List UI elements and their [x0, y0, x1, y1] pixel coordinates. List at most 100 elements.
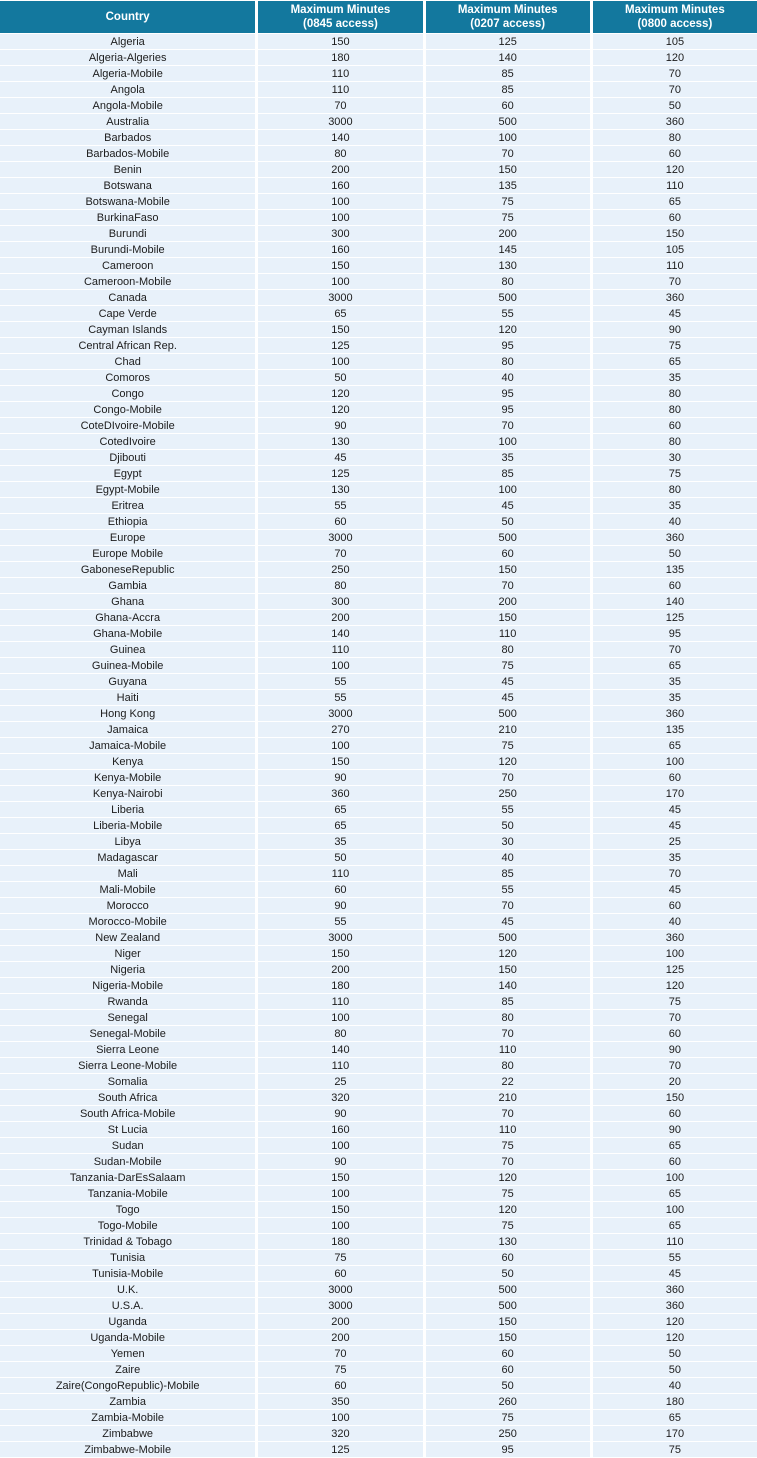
- country-cell: Libya: [0, 834, 256, 850]
- minutes-cell: 130: [255, 482, 423, 498]
- minutes-cell: 35: [255, 834, 423, 850]
- minutes-cell: 260: [422, 1394, 590, 1410]
- minutes-cell: 140: [422, 50, 590, 66]
- table-row: Botswana 160 135 110: [0, 178, 757, 194]
- minutes-cell: 40: [589, 914, 757, 930]
- table-row: Tunisia 75 60 55: [0, 1250, 757, 1266]
- table-row: Europe 3000 500 360: [0, 530, 757, 546]
- column-header-sublabel: (0800 access): [637, 18, 713, 30]
- minutes-cell: 100: [255, 194, 423, 210]
- minutes-cell: 60: [422, 1362, 590, 1378]
- table-header: Country Maximum Minutes (0845 access) Ma…: [0, 0, 757, 34]
- country-cell: Senegal-Mobile: [0, 1026, 256, 1042]
- column-header-0207-access: Maximum Minutes (0207 access): [422, 0, 590, 34]
- minutes-cell: 80: [422, 642, 590, 658]
- table-row: Sierra Leone-Mobile 110 80 70: [0, 1058, 757, 1074]
- minutes-cell: 55: [255, 674, 423, 690]
- minutes-cell: 110: [422, 1042, 590, 1058]
- country-cell: Gambia: [0, 578, 256, 594]
- table-row: Burundi-Mobile 160 145 105: [0, 242, 757, 258]
- table-row: Zaire(CongoRepublic)-Mobile 60 50 40: [0, 1378, 757, 1394]
- table-row: South Africa-Mobile 90 70 60: [0, 1106, 757, 1122]
- country-cell: Sudan: [0, 1138, 256, 1154]
- minutes-cell: 150: [255, 258, 423, 274]
- minutes-cell: 85: [422, 466, 590, 482]
- minutes-cell: 95: [422, 386, 590, 402]
- table-row: South Africa 320 210 150: [0, 1090, 757, 1106]
- minutes-cell: 60: [589, 1026, 757, 1042]
- table-row: Guyana 55 45 35: [0, 674, 757, 690]
- column-header-0800-access: Maximum Minutes (0800 access): [589, 0, 757, 34]
- minutes-cell: 100: [255, 274, 423, 290]
- table-row: Morocco-Mobile 55 45 40: [0, 914, 757, 930]
- minutes-cell: 110: [255, 642, 423, 658]
- minutes-cell: 20: [589, 1074, 757, 1090]
- country-cell: Europe: [0, 530, 256, 546]
- country-cell: Benin: [0, 162, 256, 178]
- table-row: Europe Mobile 70 60 50: [0, 546, 757, 562]
- minutes-cell: 75: [422, 210, 590, 226]
- table-row: Barbados 140 100 80: [0, 130, 757, 146]
- country-cell: Europe Mobile: [0, 546, 256, 562]
- minutes-cell: 140: [589, 594, 757, 610]
- table-row: Senegal 100 80 70: [0, 1010, 757, 1026]
- minutes-cell: 80: [422, 1058, 590, 1074]
- minutes-cell: 3000: [255, 706, 423, 722]
- minutes-cell: 120: [422, 322, 590, 338]
- minutes-cell: 360: [589, 530, 757, 546]
- country-cell: Mali: [0, 866, 256, 882]
- minutes-cell: 45: [589, 802, 757, 818]
- minutes-cell: 3000: [255, 290, 423, 306]
- country-cell: Tanzania-Mobile: [0, 1186, 256, 1202]
- minutes-cell: 55: [589, 1250, 757, 1266]
- minutes-cell: 70: [422, 1154, 590, 1170]
- table-row: Djibouti 45 35 30: [0, 450, 757, 466]
- country-cell: Ghana-Accra: [0, 610, 256, 626]
- minutes-cell: 65: [589, 1186, 757, 1202]
- minutes-cell: 40: [589, 514, 757, 530]
- minutes-cell: 65: [589, 658, 757, 674]
- column-header-country: Country: [0, 0, 256, 34]
- table-row: Nigeria 200 150 125: [0, 962, 757, 978]
- minutes-cell: 75: [589, 466, 757, 482]
- minutes-cell: 90: [589, 1042, 757, 1058]
- table-row: Ethiopia 60 50 40: [0, 514, 757, 530]
- minutes-cell: 130: [422, 1234, 590, 1250]
- table-row: Algeria-Algeries 180 140 120: [0, 50, 757, 66]
- table-row: Cameroon 150 130 110: [0, 258, 757, 274]
- minutes-cell: 30: [422, 834, 590, 850]
- column-header-label: Maximum Minutes: [457, 3, 558, 16]
- minutes-cell: 60: [589, 898, 757, 914]
- country-cell: Haiti: [0, 690, 256, 706]
- table-row: Australia 3000 500 360: [0, 114, 757, 130]
- table-row: Kenya-Mobile 90 70 60: [0, 770, 757, 786]
- country-cell: Somalia: [0, 1074, 256, 1090]
- minutes-cell: 100: [255, 210, 423, 226]
- table-row: Benin 200 150 120: [0, 162, 757, 178]
- minutes-cell: 75: [422, 738, 590, 754]
- minutes-cell: 360: [589, 1282, 757, 1298]
- table-row: Chad 100 80 65: [0, 354, 757, 370]
- minutes-cell: 80: [422, 1010, 590, 1026]
- minutes-cell: 60: [255, 1266, 423, 1282]
- minutes-cell: 70: [589, 642, 757, 658]
- minutes-cell: 120: [255, 402, 423, 418]
- minutes-cell: 135: [422, 178, 590, 194]
- minutes-cell: 80: [422, 354, 590, 370]
- minutes-cell: 85: [422, 866, 590, 882]
- country-cell: Togo: [0, 1202, 256, 1218]
- country-cell: Madagascar: [0, 850, 256, 866]
- table-row: Botswana-Mobile 100 75 65: [0, 194, 757, 210]
- country-cell: Morocco: [0, 898, 256, 914]
- table-row: Jamaica-Mobile 100 75 65: [0, 738, 757, 754]
- minutes-cell: 360: [589, 1298, 757, 1314]
- table-row: Nigeria-Mobile 180 140 120: [0, 978, 757, 994]
- minutes-cell: 60: [589, 418, 757, 434]
- table-row: St Lucia 160 110 90: [0, 1122, 757, 1138]
- minutes-cell: 45: [589, 882, 757, 898]
- country-cell: Barbados-Mobile: [0, 146, 256, 162]
- country-cell: Liberia-Mobile: [0, 818, 256, 834]
- minutes-cell: 85: [422, 994, 590, 1010]
- country-cell: Niger: [0, 946, 256, 962]
- minutes-cell: 90: [589, 322, 757, 338]
